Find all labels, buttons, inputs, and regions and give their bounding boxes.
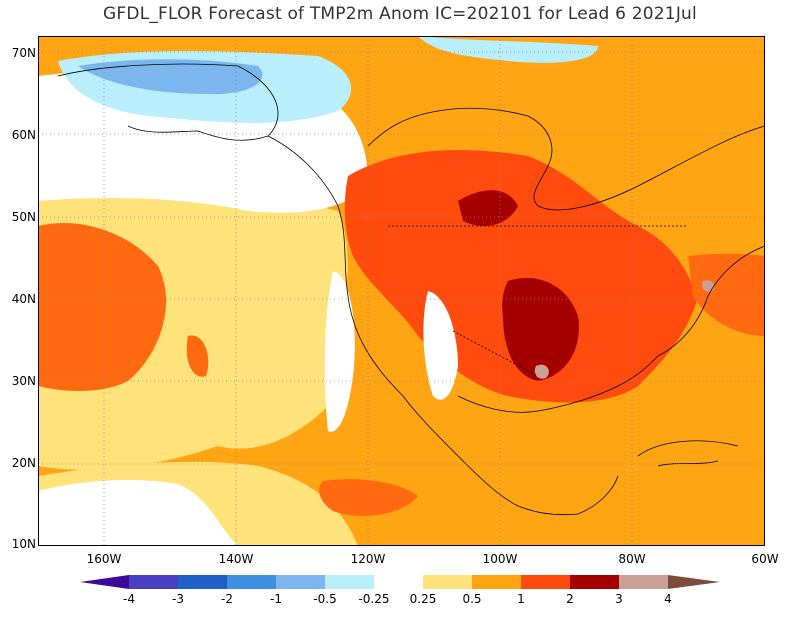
lat-label-60n: 60N [11, 128, 36, 142]
legend-swatch-minus-2-to-minus-1 [227, 575, 276, 589]
lat-label-30n: 30N [11, 374, 36, 388]
gulf-extreme-spot [534, 364, 549, 379]
legend-label-minus-0-25: -0.25 [358, 592, 390, 606]
central-us-hot-core [502, 277, 579, 381]
legend-swatch-above-4 [668, 575, 720, 589]
legend-label-1: 1 [517, 592, 525, 606]
legend-label-3: 3 [615, 592, 623, 606]
lon-label-100w: 100W [482, 552, 518, 566]
legend-label-2: 2 [566, 592, 574, 606]
legend-label-minus-4: -4 [123, 592, 135, 606]
legend-swatch-3-to-4 [619, 575, 668, 589]
legend-swatch-minus-1-to-minus-0-5 [276, 575, 325, 589]
legend-swatch-2-to-3 [570, 575, 619, 589]
anomaly-map [38, 36, 765, 546]
lat-label-20n: 20N [11, 456, 36, 470]
map-title: GFDL_FLOR Forecast of TMP2m Anom IC=2021… [103, 4, 697, 24]
arctic-cool-patch [418, 36, 598, 63]
pacific-warm-spot [186, 335, 209, 377]
tropical-warm-patch [319, 479, 418, 516]
lat-label-40n: 40N [11, 292, 36, 306]
southwest-us-neutral [423, 291, 458, 400]
legend-swatch-0-25-to-0-5 [423, 575, 472, 589]
legend-swatch-minus-0-5-to-minus-0-25 [325, 575, 374, 589]
legend-swatch-minus-3-to-minus-2 [178, 575, 227, 589]
legend-swatch-1-to-2 [521, 575, 570, 589]
coastlines [57, 63, 765, 516]
lon-label-80w: 80W [618, 552, 646, 566]
lon-label-60w: 60W [751, 552, 779, 566]
legend-label-4: 4 [664, 592, 672, 606]
color-legend-bar [80, 575, 720, 589]
alaska-cold-core [78, 59, 263, 95]
atlantic-warm-patch [688, 253, 765, 336]
lon-label-140w: 140W [218, 552, 254, 566]
graticule [38, 36, 765, 546]
lat-label-70n: 70N [11, 46, 36, 60]
legend-swatch-0-5-to-1 [472, 575, 521, 589]
lat-label-10n: 10N [11, 537, 36, 551]
legend-label-minus-1: -1 [270, 592, 282, 606]
legend-swatch-neutral [374, 575, 423, 589]
legend-label-minus-3: -3 [172, 592, 184, 606]
lon-label-120w: 120W [350, 552, 386, 566]
legend-swatch-minus-4-to-minus-3 [129, 575, 178, 589]
tropical-pacific-white [38, 480, 238, 546]
lat-label-50n: 50N [11, 210, 36, 224]
atlantic-extreme-spot [701, 280, 715, 293]
map-canvas [38, 36, 765, 546]
west-coast-neutral [324, 271, 355, 432]
legend-label-minus-0-5: -0.5 [313, 592, 337, 606]
lon-label-160w: 160W [86, 552, 122, 566]
pacific-warm-blob [38, 222, 167, 391]
legend-label-minus-2: -2 [221, 592, 233, 606]
legend-label-0-25: 0.25 [409, 592, 437, 606]
legend-swatch-below-minus-4 [80, 575, 129, 589]
legend-label-0-5: 0.5 [462, 592, 482, 606]
